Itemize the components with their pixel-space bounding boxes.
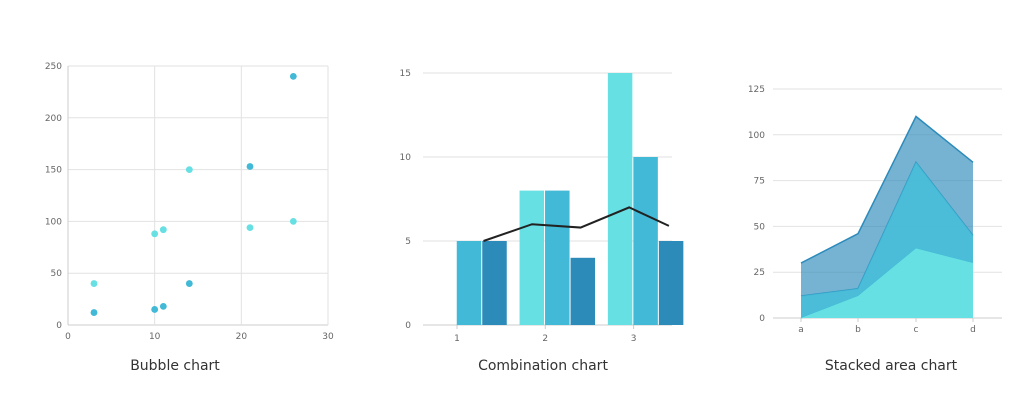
- scatter-point: [151, 306, 159, 313]
- x-tick-label: a: [798, 325, 804, 335]
- scatter-point: [90, 280, 98, 287]
- y-tick-label: 100: [748, 131, 765, 141]
- chart-caption: Stacked area chart: [825, 358, 958, 374]
- bubble-chart: 0 50 100 150 200 250 0 10 20 30 Bubble chart: [45, 62, 334, 374]
- x-tick-label: 2: [542, 334, 548, 344]
- x-tick-label: 10: [149, 332, 161, 342]
- y-tick-label: 0: [405, 321, 411, 331]
- scatter-point: [289, 72, 297, 80]
- stacked-area-chart: 0 25 50 75 100 125 a b c d Stacked area chart: [748, 85, 1002, 374]
- y-tick-label: 10: [400, 153, 412, 163]
- y-tick-label: 125: [748, 85, 765, 95]
- scatter-point: [246, 163, 254, 170]
- x-tick-label: 20: [236, 332, 248, 342]
- area-series: [801, 162, 973, 318]
- bar: [570, 257, 596, 325]
- scatter-point: [185, 166, 193, 174]
- y-tick-label: 150: [45, 166, 62, 176]
- scatter-point: [151, 230, 159, 238]
- x-tick-label: b: [855, 325, 861, 335]
- scatter-point: [159, 302, 167, 310]
- y-tick-label: 50: [51, 269, 63, 279]
- bar: [545, 190, 570, 325]
- scatter-point: [159, 226, 167, 234]
- y-tick-label: 25: [754, 268, 765, 278]
- bar: [607, 73, 633, 325]
- x-tick-label: 30: [322, 332, 334, 342]
- area-series: [801, 248, 973, 318]
- x-tick-label: 0: [65, 332, 71, 342]
- y-tick-label: 0: [56, 321, 62, 331]
- chart-caption: Bubble chart: [130, 358, 220, 374]
- bar: [519, 190, 545, 325]
- scatter-point: [289, 218, 297, 225]
- area-series-edge: [800, 115, 974, 264]
- chart-caption: Combination chart: [478, 358, 608, 374]
- x-tick-label: 3: [631, 334, 637, 344]
- y-tick-label: 100: [45, 217, 62, 227]
- y-tick-label: 250: [45, 62, 62, 72]
- y-tick-label: 200: [45, 114, 62, 124]
- x-tick-label: 1: [454, 334, 460, 344]
- y-tick-label: 0: [759, 314, 765, 324]
- y-tick-label: 75: [754, 177, 765, 187]
- area-series: [801, 116, 973, 297]
- y-tick-label: 5: [405, 237, 411, 247]
- x-tick-label: c: [914, 325, 919, 335]
- scatter-point: [246, 224, 254, 232]
- y-tick-label: 15: [400, 69, 411, 79]
- scatter-point: [90, 309, 98, 316]
- scatter-point: [185, 280, 193, 287]
- bar: [633, 157, 658, 325]
- y-tick-label: 50: [754, 222, 766, 232]
- x-tick-label: d: [970, 325, 976, 335]
- trend-line: [483, 206, 670, 242]
- bar: [482, 241, 507, 325]
- combination-chart: 0 5 10 15 1 2 3 Combination chart: [400, 69, 684, 374]
- bar: [658, 241, 684, 325]
- bar: [456, 241, 482, 325]
